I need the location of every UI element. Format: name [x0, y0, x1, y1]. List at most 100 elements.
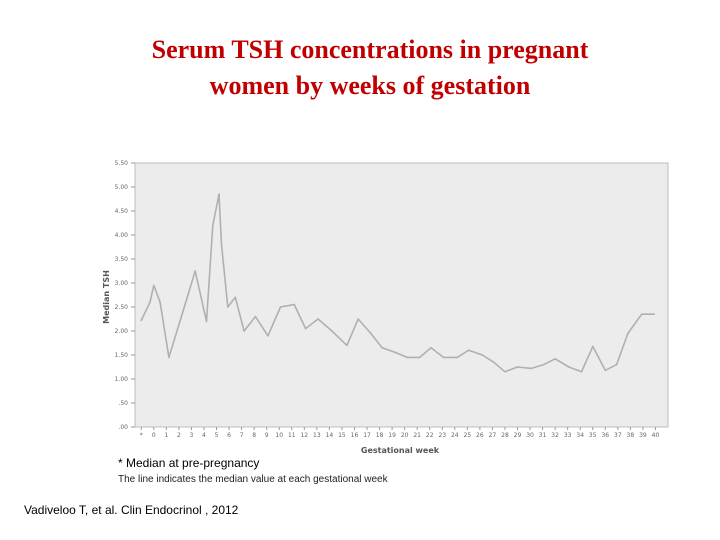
data-point	[627, 332, 629, 335]
data-point	[640, 313, 643, 316]
x-tick-label: 6	[227, 432, 231, 439]
data-point	[442, 356, 445, 359]
y-tick-label: 2.50	[115, 304, 129, 311]
x-tick-label: 24	[451, 432, 459, 439]
x-tick-label: 35	[589, 432, 597, 439]
x-tick-label: 3	[190, 432, 194, 439]
data-point	[149, 301, 151, 304]
y-tick-label: .00	[118, 424, 128, 431]
data-point	[153, 284, 155, 287]
data-point	[418, 356, 421, 359]
x-tick-label: 25	[464, 432, 472, 439]
citation: Vadiveloo T, et al. Clin Endocrinol , 20…	[24, 503, 239, 517]
x-tick-label: 22	[426, 432, 434, 439]
data-point	[267, 335, 269, 337]
line-description-note: The line indicates the median value at e…	[118, 474, 388, 485]
x-tick-label: 0	[152, 432, 156, 439]
x-tick-label: 37	[614, 432, 622, 439]
data-point	[467, 349, 470, 352]
data-point	[234, 296, 237, 299]
x-tick-label: 11	[288, 432, 296, 439]
data-point	[254, 315, 257, 318]
x-tick-label: 17	[363, 432, 371, 439]
x-tick-label: 27	[489, 432, 497, 439]
x-tick-label: 23	[438, 432, 446, 439]
x-tick-label: 19	[388, 432, 396, 439]
data-point	[481, 354, 484, 356]
y-tick-label: 1.00	[115, 376, 129, 383]
data-point	[346, 344, 348, 347]
data-point	[516, 366, 519, 368]
data-point	[140, 319, 143, 322]
data-point	[304, 327, 307, 330]
x-tick-label: 9	[265, 432, 269, 439]
y-tick-label: 5.50	[115, 160, 129, 167]
data-point	[406, 356, 408, 359]
x-tick-label: 13	[313, 432, 321, 439]
x-tick-label: 7	[240, 432, 244, 439]
pre-pregnancy-note: * Median at pre-pregnancy	[118, 456, 260, 470]
x-tick-label: 5	[215, 432, 219, 439]
data-point	[317, 318, 319, 320]
data-point	[568, 366, 570, 368]
x-tick-label: 15	[338, 432, 346, 439]
x-tick-label: 40	[652, 432, 660, 439]
data-point	[430, 347, 432, 349]
x-tick-label: 26	[476, 432, 484, 439]
x-tick-label: 39	[639, 432, 647, 439]
x-tick-label: 21	[413, 432, 421, 439]
data-point	[279, 306, 282, 308]
plot-area	[134, 162, 669, 428]
x-tick-label: 28	[501, 432, 509, 439]
data-point	[194, 270, 196, 272]
chart-title-line-1: Serum TSH concentrations in pregnant	[151, 35, 589, 64]
x-tick-label: 10	[275, 432, 283, 439]
y-tick-label: 5.00	[115, 184, 129, 191]
data-point	[293, 303, 296, 306]
data-point	[504, 371, 506, 373]
data-point	[205, 320, 208, 323]
x-tick-label: 16	[351, 432, 359, 439]
y-tick-label: 4.00	[115, 232, 129, 239]
data-point	[653, 313, 656, 316]
x-tick-label: 20	[401, 432, 409, 439]
data-point	[554, 358, 556, 360]
x-tick-label: 31	[539, 432, 547, 439]
x-tick-label: 14	[326, 432, 334, 439]
x-tick-label: 33	[564, 432, 572, 439]
x-tick-label: 18	[376, 432, 384, 439]
data-point	[580, 371, 583, 373]
data-point	[243, 330, 245, 332]
data-point	[369, 332, 372, 335]
y-tick-label: 3.00	[115, 280, 129, 287]
data-point	[492, 361, 495, 364]
data-point	[331, 330, 333, 332]
x-tick-label: 1	[164, 432, 168, 439]
y-tick-label: 2.00	[115, 328, 129, 335]
x-tick-label: 29	[514, 432, 522, 439]
data-point	[220, 243, 223, 246]
data-point	[180, 315, 183, 318]
data-point	[530, 367, 533, 370]
data-point	[168, 356, 170, 359]
y-tick-label: 1.50	[115, 352, 129, 359]
data-point	[543, 363, 545, 366]
data-point	[227, 306, 229, 308]
x-tick-label: 30	[526, 432, 534, 439]
data-point	[159, 301, 161, 304]
y-tick-label: 3.50	[115, 256, 129, 263]
y-tick-label: 4.50	[115, 208, 129, 215]
data-point	[615, 363, 618, 366]
x-tick-label: 38	[627, 432, 635, 439]
x-tick-label: 8	[252, 432, 256, 439]
data-point	[395, 351, 397, 354]
x-tick-label: 36	[601, 432, 609, 439]
x-tick-label: 32	[551, 432, 559, 439]
chart-title: Serum TSH concentrations in pregnant wom…	[60, 32, 680, 104]
x-tick-label: *	[140, 432, 143, 439]
y-tick-label: .50	[118, 400, 128, 407]
data-point	[381, 347, 383, 349]
data-point	[357, 318, 360, 320]
data-point	[218, 193, 220, 195]
